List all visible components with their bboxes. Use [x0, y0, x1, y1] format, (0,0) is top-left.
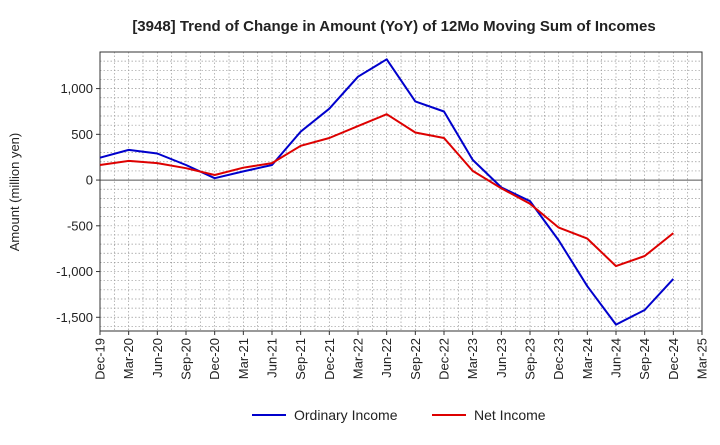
y-tick-label: -1,500 — [56, 310, 93, 325]
legend-label: Net Income — [474, 407, 546, 423]
x-tick-label: Sep-20 — [179, 338, 194, 380]
x-tick-label: Dec-23 — [551, 338, 566, 380]
legend-label: Ordinary Income — [294, 407, 398, 423]
x-tick-label: Dec-22 — [437, 338, 452, 380]
x-tick-label: Dec-21 — [322, 338, 337, 380]
legend: Ordinary Income Net Income — [252, 407, 546, 423]
y-tick-labels: -1,500 -1,000 -500 0 500 1,000 — [56, 81, 100, 325]
x-tick-label: Dec-24 — [666, 338, 681, 380]
y-axis-title: Amount (million yen) — [7, 133, 22, 252]
x-tick-label: Jun-23 — [494, 338, 509, 378]
axes — [99, 51, 703, 332]
series-line-net-income — [99, 113, 674, 268]
x-tick-label: Mar-20 — [121, 338, 136, 379]
x-tick-label: Sep-22 — [408, 338, 423, 380]
x-tick-label: Jun-22 — [379, 338, 394, 378]
x-tick-label: Mar-21 — [236, 338, 251, 379]
y-tick-label: -1,000 — [56, 264, 93, 279]
x-tick-labels: Dec-19 Mar-20 Jun-20 Sep-20 Dec-20 Mar-21 Jun-… — [93, 331, 710, 380]
x-tick-label: Mar-23 — [465, 338, 480, 379]
series-line-ordinary-income — [99, 58, 675, 326]
x-tick-label: Jun-20 — [150, 338, 165, 378]
x-tick-label: Jun-21 — [265, 338, 280, 378]
plot-frame — [99, 51, 703, 332]
series-lines — [99, 58, 675, 326]
x-tick-label: Sep-23 — [523, 338, 538, 380]
x-tick-label: Mar-24 — [580, 338, 595, 379]
y-tick-label: 1,000 — [60, 81, 93, 96]
chart-title: [3948] Trend of Change in Amount (YoY) o… — [132, 18, 655, 35]
x-tick-label: Sep-24 — [637, 338, 652, 380]
y-tick-label: 0 — [86, 173, 93, 188]
grid — [99, 51, 703, 331]
x-tick-label: Dec-19 — [93, 338, 108, 380]
x-tick-label: Mar-22 — [351, 338, 366, 379]
x-tick-label: Jun-24 — [609, 338, 624, 378]
x-tick-label: Sep-21 — [293, 338, 308, 380]
x-tick-label: Mar-25 — [695, 338, 710, 379]
x-tick-label: Dec-20 — [207, 338, 222, 380]
y-tick-label: -500 — [67, 218, 93, 233]
y-tick-label: 500 — [71, 127, 93, 142]
